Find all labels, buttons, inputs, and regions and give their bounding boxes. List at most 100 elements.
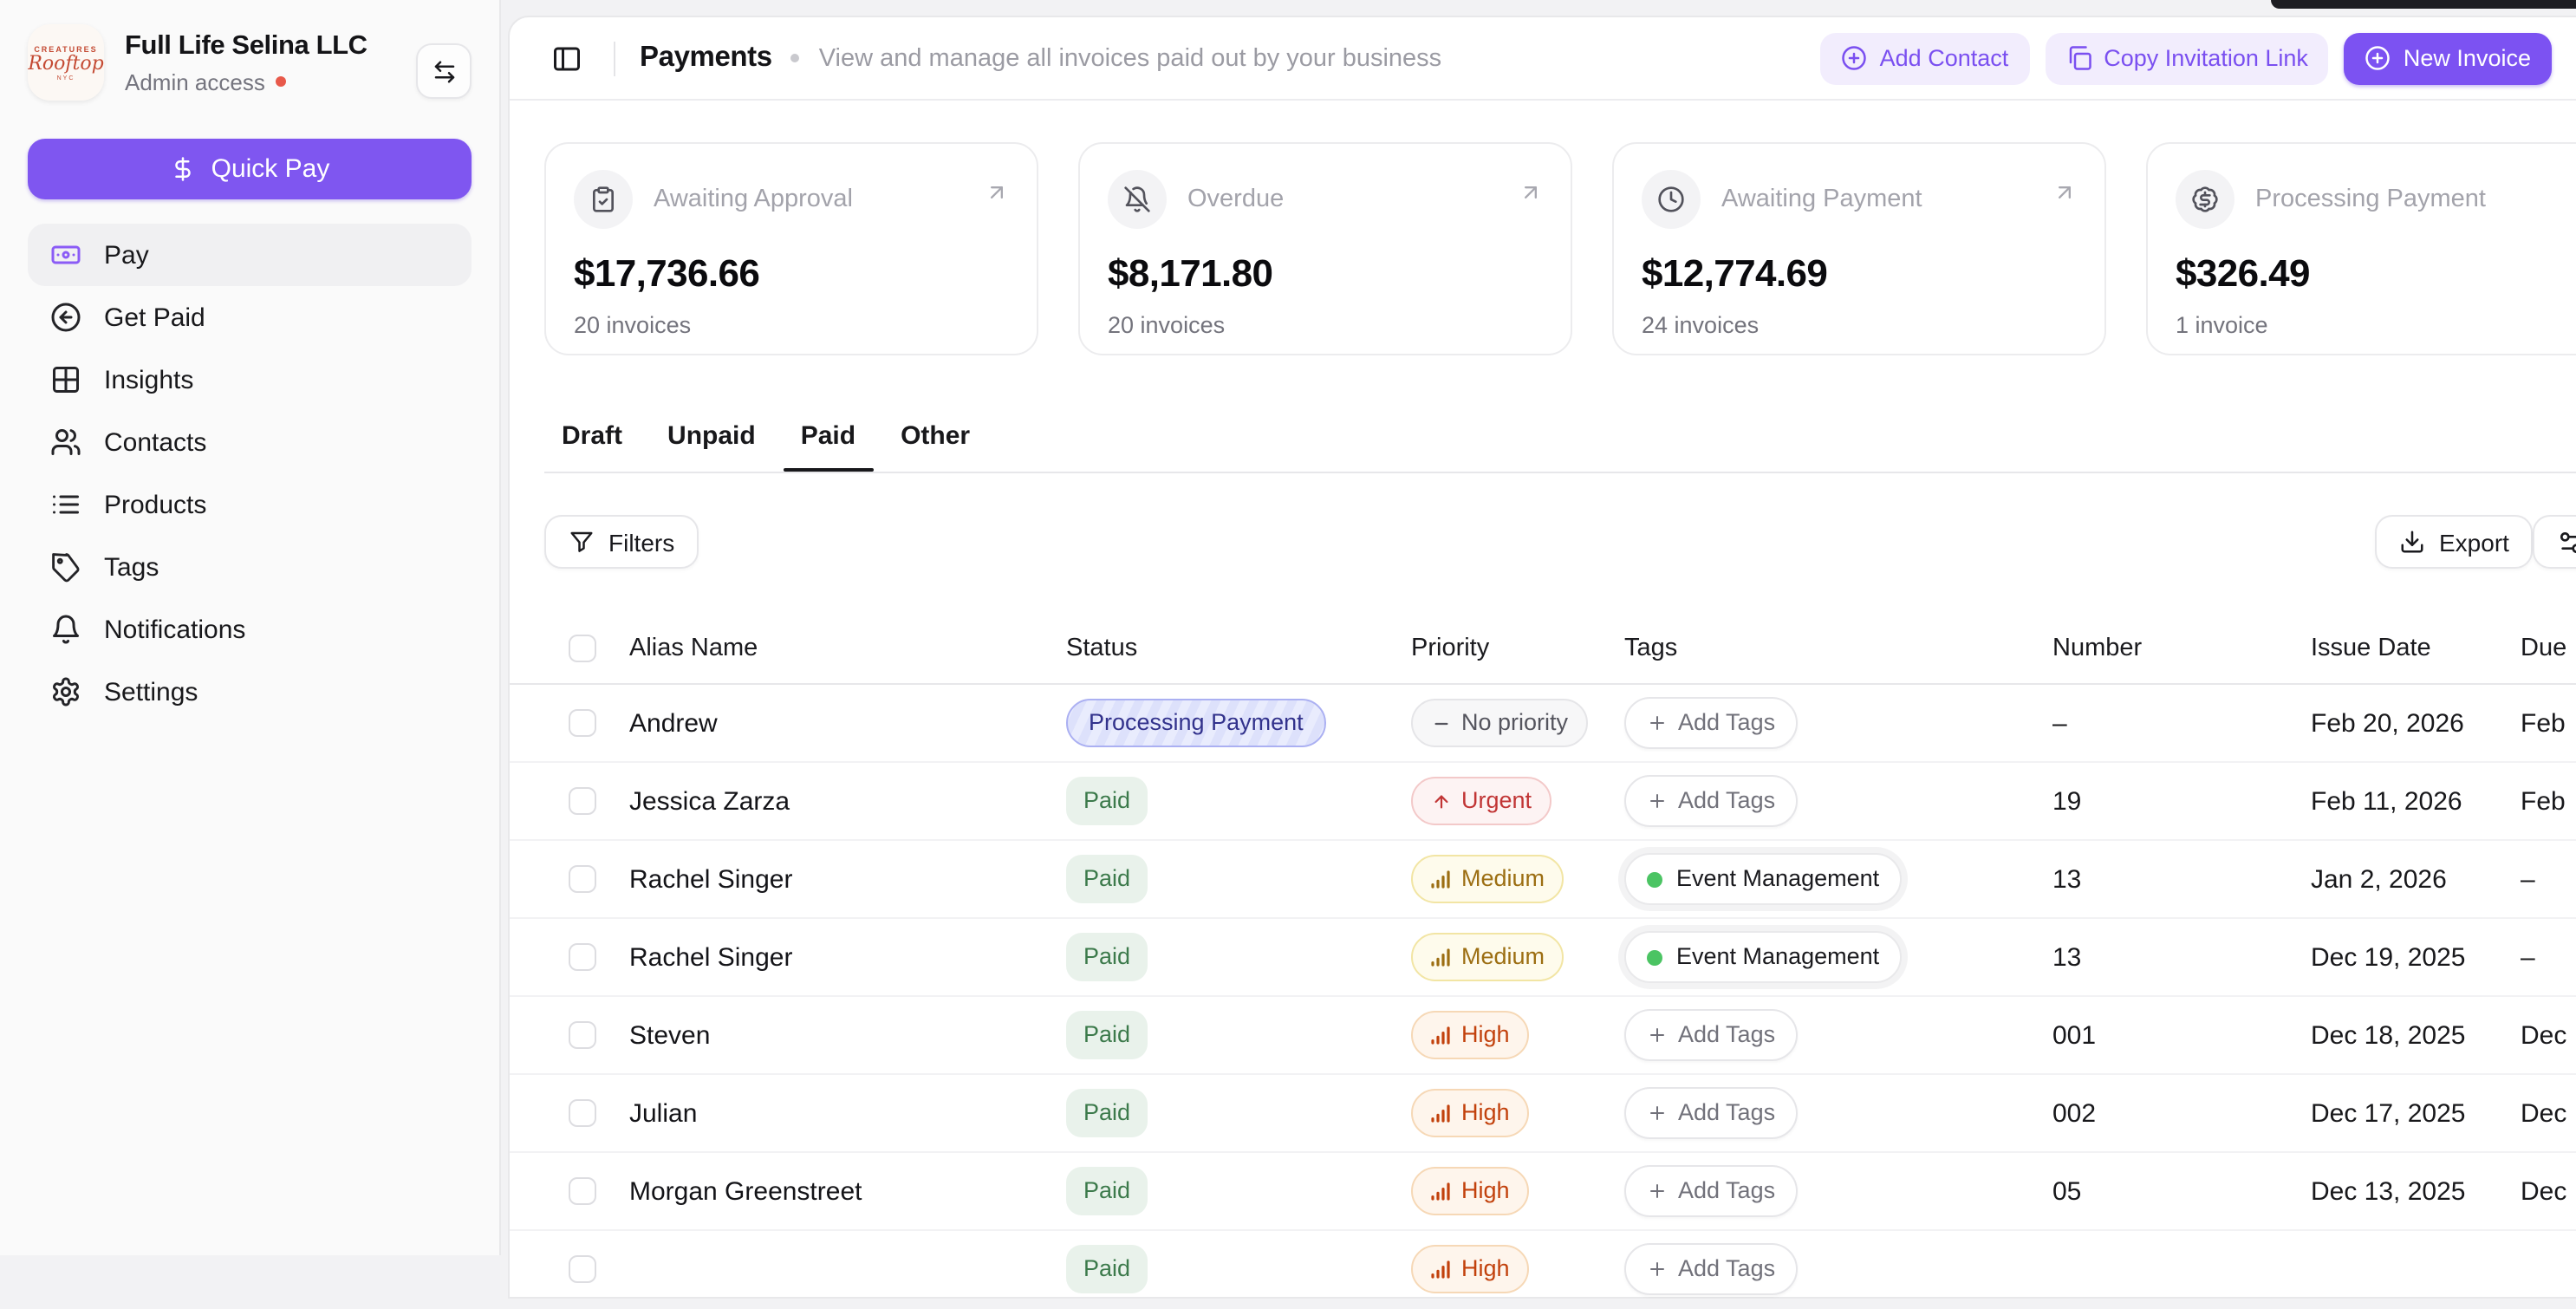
arrow-up-right-icon[interactable] [985, 180, 1009, 205]
priority-badge[interactable]: High [1411, 1089, 1529, 1137]
row-checkbox[interactable] [569, 865, 596, 893]
row-checkbox[interactable] [569, 1177, 596, 1205]
sidebar-item-label: Insights [104, 365, 194, 394]
new-invoice-button[interactable]: New Invoice [2344, 32, 2552, 84]
add-tags-button[interactable]: Add Tags [1624, 775, 1799, 827]
alias-name-cell: Rachel Singer [629, 864, 793, 894]
tag-icon [52, 553, 80, 583]
priority-label: High [1461, 1255, 1510, 1282]
sidebar-toggle-button[interactable] [544, 36, 589, 81]
clipboard-check-icon [593, 186, 614, 212]
stat-card-awaiting-approval[interactable]: Awaiting Approval $17,736.66 20 invoices [544, 142, 1038, 355]
gear-icon [53, 677, 79, 707]
table-row[interactable]: Rachel Singer Paid Medium Event Manageme… [510, 919, 2576, 997]
due-date-cell: Dec [2521, 1020, 2567, 1050]
funnel-icon [570, 531, 593, 552]
number-cell: 001 [2052, 1020, 2097, 1050]
plus-icon [1650, 716, 1664, 730]
due-date-cell: Feb [2521, 708, 2566, 738]
sidebar-item-get-paid[interactable]: Get Paid [28, 286, 472, 348]
sidebar-item-pay[interactable]: Pay [28, 224, 472, 286]
view-options-button[interactable] [2533, 515, 2576, 569]
alias-name-cell: Julian [629, 1098, 698, 1128]
add-tags-button[interactable]: Add Tags [1624, 1087, 1799, 1139]
tab-unpaid[interactable]: Unpaid [667, 421, 756, 451]
priority-badge[interactable]: High [1411, 1011, 1529, 1059]
due-date-cell: Feb [2521, 786, 2566, 816]
priority-badge[interactable]: Medium [1411, 855, 1564, 903]
users-icon [51, 429, 81, 455]
card-count: 24 invoices [1642, 312, 1760, 338]
table-row[interactable]: Paid High Add Tags [510, 1231, 2576, 1309]
table-toolbar: Filters Export [510, 515, 2576, 569]
tab-other[interactable]: Other [901, 421, 971, 451]
tab-draft[interactable]: Draft [562, 421, 623, 451]
quick-pay-button[interactable]: Quick Pay [28, 139, 472, 199]
table-row[interactable]: Jessica Zarza Paid Urgent Add Tags 19 Fe… [510, 763, 2576, 841]
export-label: Export [2439, 528, 2509, 556]
tags-cell: Event Management [1624, 931, 2052, 983]
sidebar-item-settings[interactable]: Settings [28, 661, 472, 723]
arrow-up-right-icon[interactable] [1519, 180, 1543, 205]
row-checkbox[interactable] [569, 787, 596, 815]
main-panel: Payments View and manage all invoices pa… [508, 16, 2576, 1309]
row-checkbox[interactable] [569, 1255, 596, 1283]
sidebar-item-contacts[interactable]: Contacts [28, 411, 472, 473]
row-checkbox[interactable] [569, 1099, 596, 1127]
sidebar-item-label: Pay [104, 240, 149, 270]
sidebar-item-tags[interactable]: Tags [28, 536, 472, 598]
number-cell: 05 [2052, 1176, 2082, 1206]
row-checkbox[interactable] [569, 943, 596, 971]
copy-invitation-link-button[interactable]: Copy Invitation Link [2045, 32, 2329, 84]
sidebar: CREATURES Rooftop NYC Full Life Selina L… [0, 0, 501, 1255]
arrow-up-right-icon[interactable] [2052, 180, 2077, 205]
tag-chip[interactable]: Event Management [1624, 931, 1903, 983]
stat-card-processing-payment[interactable]: Processing Payment $326.49 1 invoice [2146, 142, 2576, 355]
sidebar-item-label: Settings [104, 677, 198, 707]
sidebar-item-label: Contacts [104, 427, 207, 457]
priority-label: No priority [1461, 709, 1569, 736]
sidebar-item-insights[interactable]: Insights [28, 348, 472, 411]
header-actions: Add Contact Copy Invitation Link New Inv… [1805, 32, 2576, 84]
select-all-checkbox[interactable] [569, 634, 596, 661]
priority-badge[interactable]: Medium [1411, 933, 1564, 981]
export-button[interactable]: Export [2375, 515, 2534, 569]
stat-card-awaiting-payment[interactable]: Awaiting Payment $12,774.69 24 invoices [1612, 142, 2106, 355]
priority-badge[interactable]: Urgent [1411, 777, 1551, 825]
priority-badge[interactable]: High [1411, 1167, 1529, 1215]
add-contact-button[interactable]: Add Contact [1820, 32, 2030, 84]
priority-icon [1430, 1181, 1451, 1202]
due-date-cell: – [2521, 942, 2535, 972]
due-date-cell: – [2521, 864, 2535, 894]
sidebar-item-notifications[interactable]: Notifications [28, 598, 472, 661]
tag-color-dot [1647, 871, 1662, 887]
circle-plus-icon [2366, 46, 2391, 70]
table-row[interactable]: Morgan Greenstreet Paid High Add Tags 05… [510, 1153, 2576, 1231]
stat-card-overdue[interactable]: Overdue $8,171.80 20 invoices [1078, 142, 1572, 355]
org-logo-text-bottom: NYC [56, 74, 75, 81]
invoices-table: Alias Name Status Priority Tags Number I… [510, 612, 2576, 1309]
table-row[interactable]: Rachel Singer Paid Medium Event Manageme… [510, 841, 2576, 919]
priority-badge[interactable]: High [1411, 1245, 1529, 1293]
tags-cell: Add Tags [1624, 1243, 2052, 1295]
tag-label: Event Management [1676, 943, 1880, 970]
add-tags-label: Add Tags [1678, 1021, 1776, 1048]
sidebar-item-products[interactable]: Products [28, 473, 472, 536]
invoice-tabs: Draft Unpaid Paid Other [544, 418, 2576, 473]
row-checkbox[interactable] [569, 1021, 596, 1049]
table-row[interactable]: Andrew Processing Payment No priority Ad… [510, 685, 2576, 763]
row-checkbox[interactable] [569, 709, 596, 737]
add-tags-button[interactable]: Add Tags [1624, 1009, 1799, 1061]
priority-badge[interactable]: No priority [1411, 699, 1588, 747]
add-tags-button[interactable]: Add Tags [1624, 1243, 1799, 1295]
table-row[interactable]: Steven Paid High Add Tags 001 Dec 18, 20… [510, 997, 2576, 1075]
add-tags-button[interactable]: Add Tags [1624, 1165, 1799, 1217]
switch-org-button[interactable] [416, 43, 472, 99]
add-tags-button[interactable]: Add Tags [1624, 697, 1799, 749]
filters-button[interactable]: Filters [544, 515, 699, 569]
tag-chip[interactable]: Event Management [1624, 853, 1903, 905]
issue-date-cell: Feb 11, 2026 [2311, 786, 2462, 816]
tab-paid[interactable]: Paid [783, 418, 873, 472]
table-row[interactable]: Julian Paid High Add Tags 002 Dec 17, 20… [510, 1075, 2576, 1153]
page-title: Payments [640, 42, 772, 73]
